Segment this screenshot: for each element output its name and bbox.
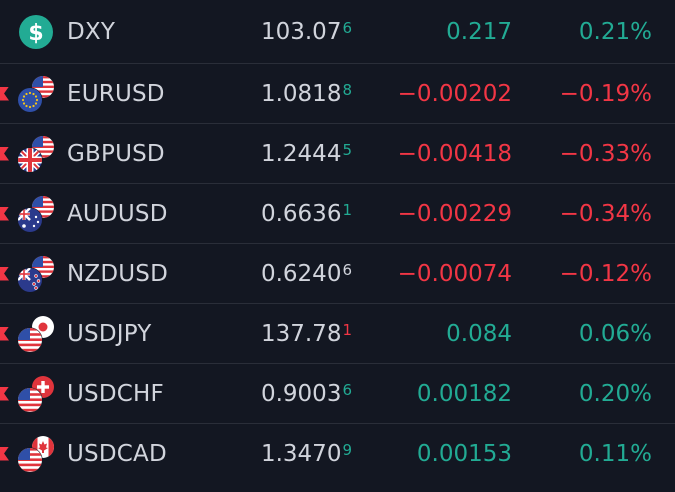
- watchlist-row-usdcad[interactable]: USDCAD 1.34709 0.00153 0.11%: [0, 424, 675, 483]
- change-percent: −0.34%: [559, 200, 652, 227]
- flag-marker-icon[interactable]: [0, 266, 9, 281]
- usd-cad-flag-icon: [17, 435, 55, 473]
- svg-text:$: $: [28, 21, 43, 46]
- change-percent: −0.33%: [559, 140, 652, 167]
- flag-marker-icon[interactable]: [0, 206, 9, 221]
- dollar-icon: $: [17, 13, 55, 51]
- change-value: −0.00418: [397, 140, 512, 167]
- last-price: 1.08188: [260, 80, 352, 107]
- change-percent: 0.21%: [578, 18, 652, 45]
- watchlist-row-eurusd[interactable]: EURUSD 1.08188 −0.00202 −0.19%: [0, 64, 675, 124]
- watchlist-row-usdchf[interactable]: USDCHF 0.90036 0.00182 0.20%: [0, 364, 675, 424]
- change-value: 0.00153: [416, 440, 512, 467]
- change-value: 0.084: [446, 320, 512, 347]
- last-price: 0.66361: [260, 200, 352, 227]
- change-value: 0.217: [446, 18, 512, 45]
- flag-marker-icon[interactable]: [0, 326, 9, 341]
- last-price: 103.076: [260, 18, 352, 45]
- change-value: −0.00229: [397, 200, 512, 227]
- last-price: 0.62406: [260, 260, 352, 287]
- aud-usd-flag-icon: [17, 195, 55, 233]
- change-value: −0.00074: [397, 260, 512, 287]
- change-value: 0.00182: [416, 380, 512, 407]
- symbol-label: USDCAD: [67, 440, 167, 467]
- change-percent: −0.19%: [559, 80, 652, 107]
- price-pip: 1: [342, 200, 352, 219]
- watchlist-row-nzdusd[interactable]: NZDUSD 0.62406 −0.00074 −0.12%: [0, 244, 675, 304]
- change-percent: 0.06%: [578, 320, 652, 347]
- change-percent: −0.12%: [559, 260, 652, 287]
- change-value: −0.00202: [397, 80, 512, 107]
- flag-marker-icon[interactable]: [0, 446, 9, 461]
- price-pip: 6: [342, 18, 352, 37]
- symbol-label: USDJPY: [67, 320, 152, 347]
- symbol-label: DXY: [67, 18, 116, 45]
- watchlist-row-gbpusd[interactable]: GBPUSD 1.24445 −0.00418 −0.33%: [0, 124, 675, 184]
- usd-chf-flag-icon: [17, 375, 55, 413]
- price-pip: 5: [342, 140, 352, 159]
- eur-usd-flag-icon: [17, 75, 55, 113]
- change-percent: 0.11%: [578, 440, 652, 467]
- flag-marker-icon[interactable]: [0, 146, 9, 161]
- last-price: 137.781: [260, 320, 352, 347]
- symbol-label: NZDUSD: [67, 260, 169, 287]
- price-pip: 1: [342, 320, 352, 339]
- last-price: 1.34709: [260, 440, 352, 467]
- watchlist-row-usdjpy[interactable]: USDJPY 137.781 0.084 0.06%: [0, 304, 675, 364]
- flag-marker-icon[interactable]: [0, 386, 9, 401]
- last-price: 0.90036: [260, 380, 352, 407]
- gbp-usd-flag-icon: [17, 135, 55, 173]
- change-percent: 0.20%: [578, 380, 652, 407]
- watchlist-row-dxy[interactable]: $ DXY 103.076 0.217 0.21%: [0, 0, 675, 64]
- nzd-usd-flag-icon: [17, 255, 55, 293]
- last-price: 1.24445: [260, 140, 352, 167]
- price-pip: 6: [342, 260, 352, 279]
- price-pip: 6: [342, 380, 352, 399]
- symbol-label: USDCHF: [67, 380, 164, 407]
- symbol-label: GBPUSD: [67, 140, 165, 167]
- symbol-label: EURUSD: [67, 80, 165, 107]
- price-pip: 9: [342, 440, 352, 459]
- watchlist-row-audusd[interactable]: AUDUSD 0.66361 −0.00229 −0.34%: [0, 184, 675, 244]
- symbol-label: AUDUSD: [67, 200, 168, 227]
- flag-marker-icon[interactable]: [0, 86, 9, 101]
- price-pip: 8: [342, 80, 352, 99]
- usd-jpy-flag-icon: [17, 315, 55, 353]
